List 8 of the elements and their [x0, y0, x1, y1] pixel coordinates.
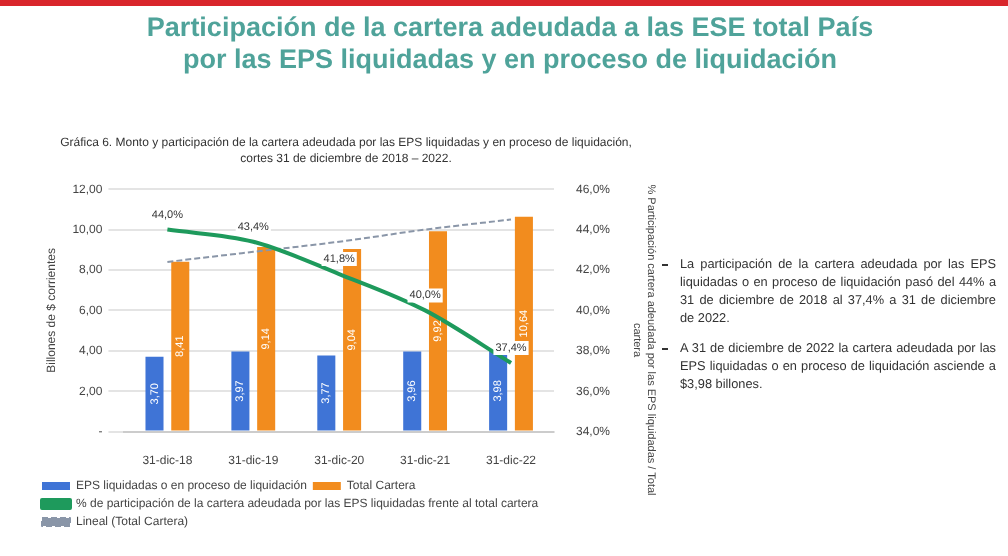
bar [403, 351, 422, 431]
bar [171, 261, 190, 431]
bar [317, 355, 336, 431]
chart-title: Participación de la cartera adeudada a las ESE total País por las EPS liquidadas y en proceso de liquidación [144, 12, 876, 76]
bar [257, 246, 276, 431]
line-series [166, 218, 513, 263]
bar [231, 351, 250, 431]
bar [145, 356, 164, 431]
